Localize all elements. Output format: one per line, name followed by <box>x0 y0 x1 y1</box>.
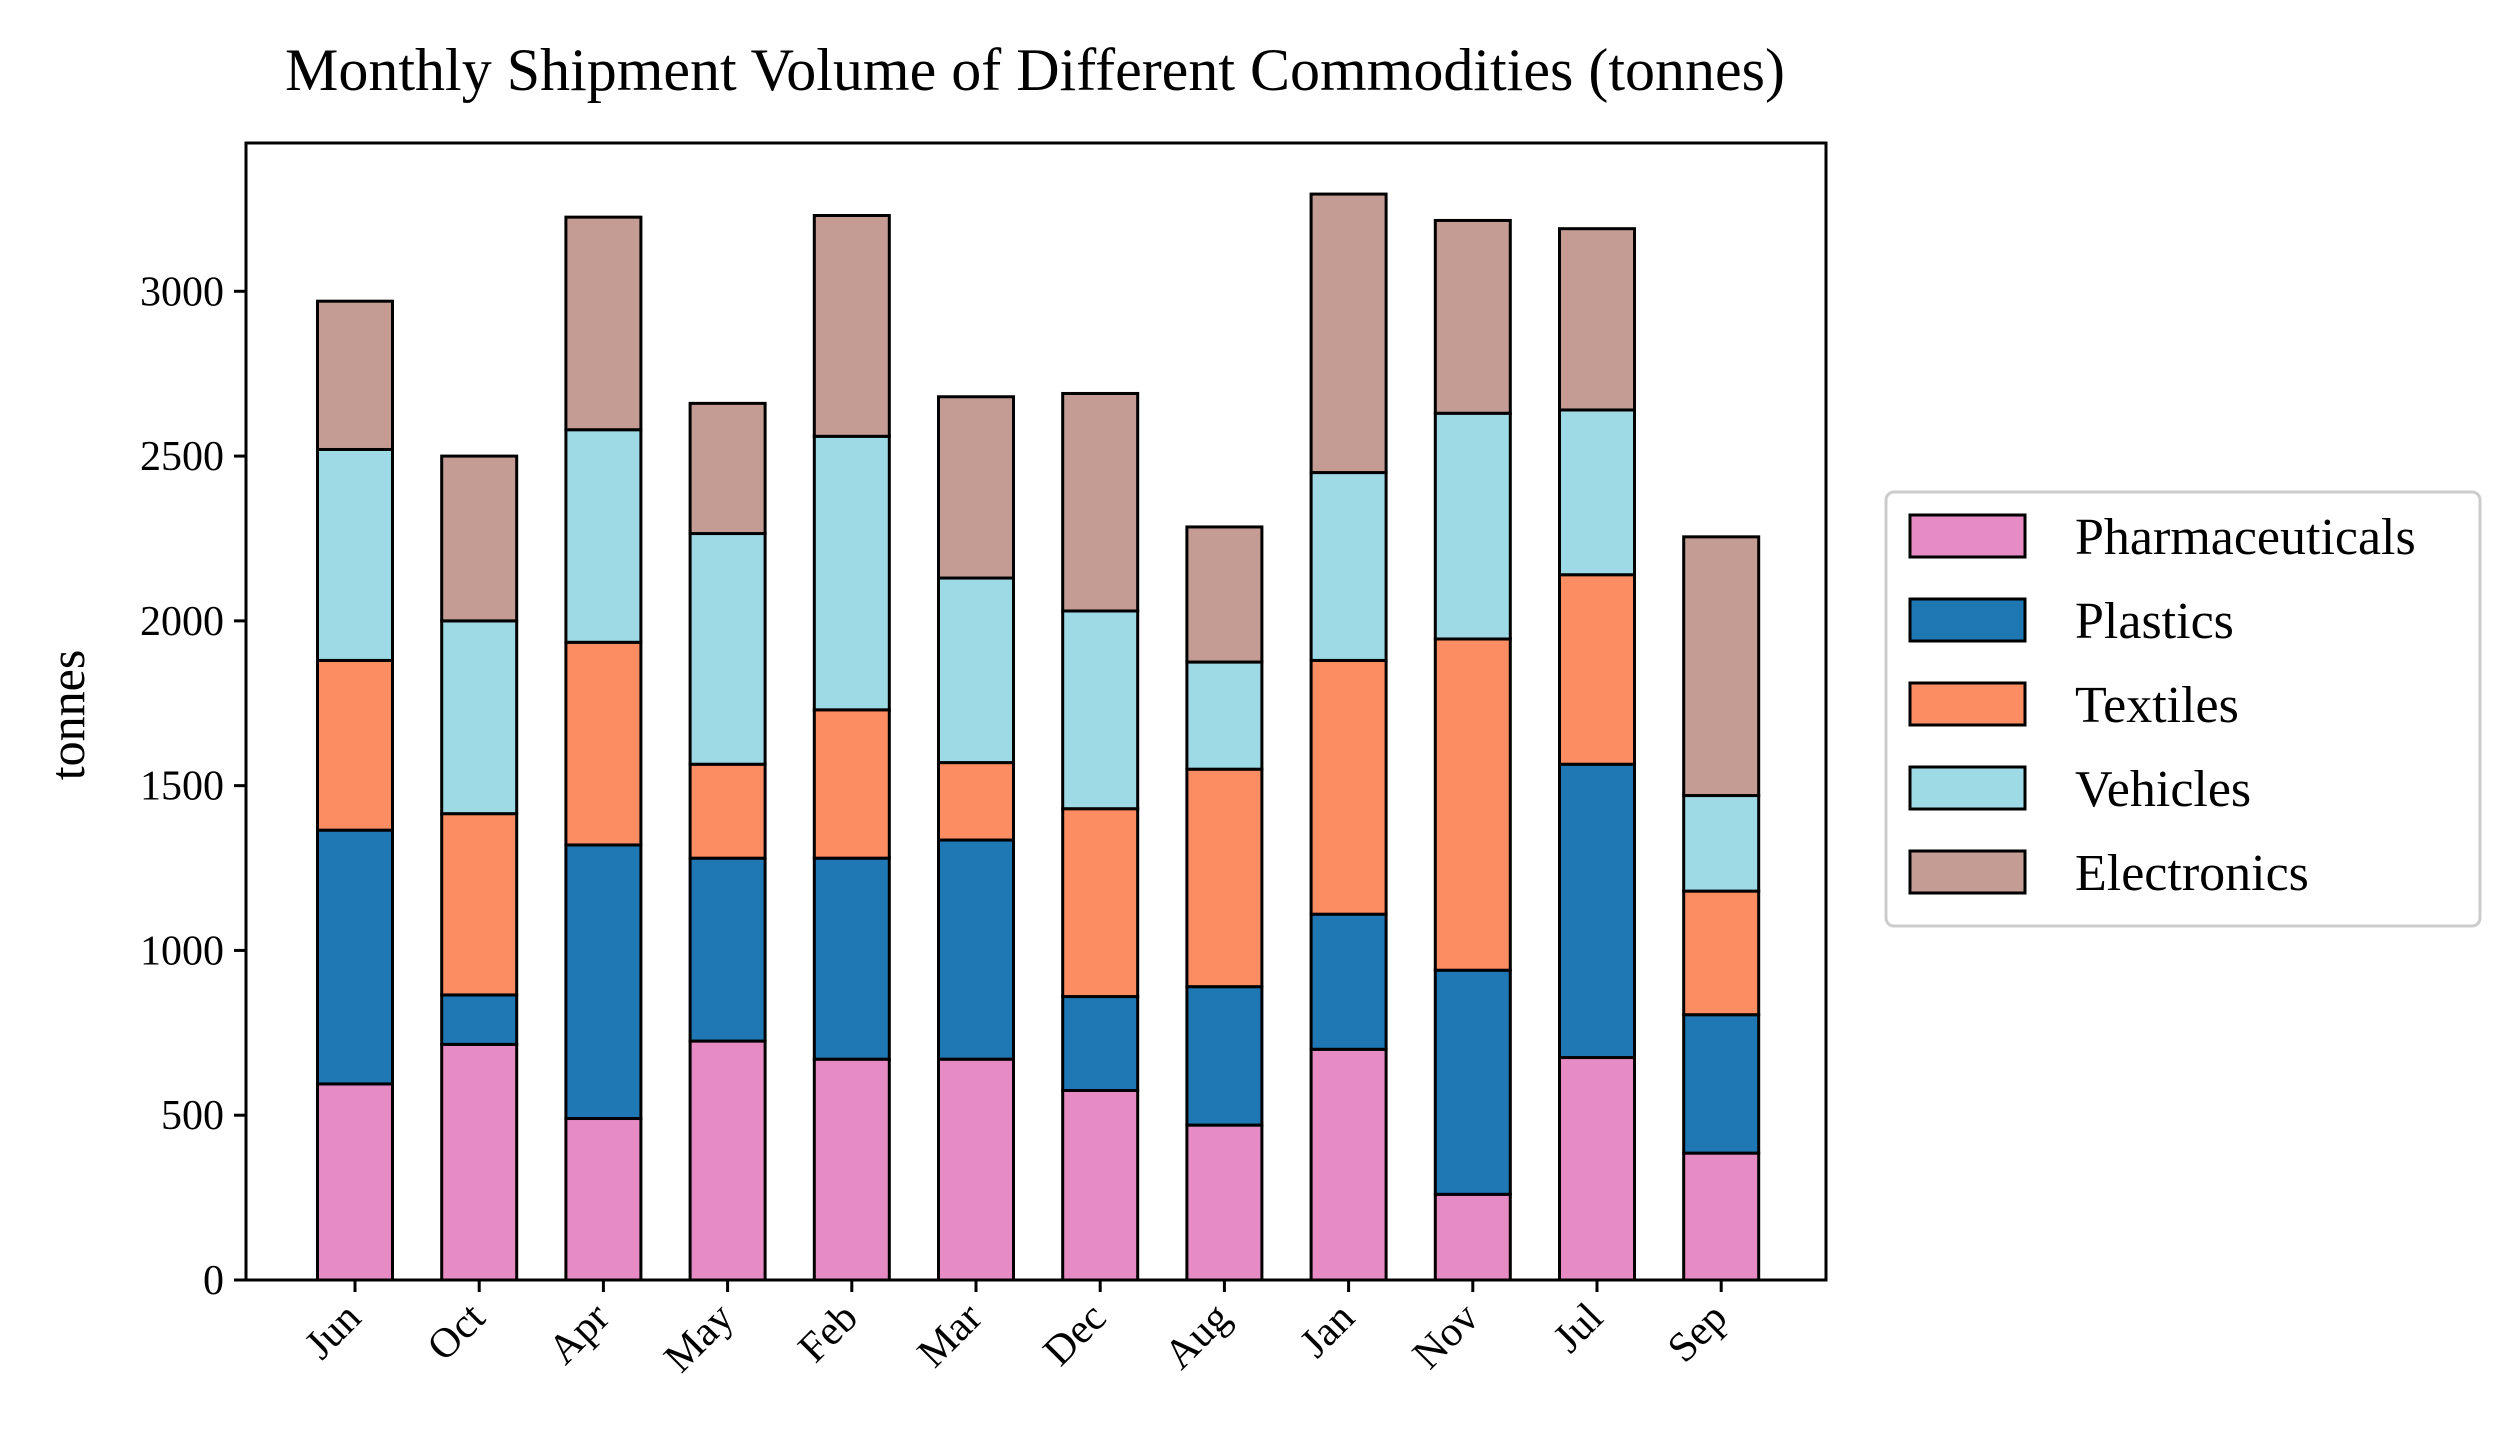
y-tick-label: 1000 <box>140 928 224 974</box>
bar-oct-textiles <box>440 812 519 997</box>
y-tick-label: 2500 <box>140 434 224 480</box>
bar-may-electronics <box>688 401 767 536</box>
bar-oct-vehicles <box>440 619 519 816</box>
bar-apr-electronics <box>564 215 643 432</box>
bar-sep-pharmaceuticals <box>1682 1151 1761 1282</box>
bar-aug-plastics <box>1185 985 1264 1127</box>
bar-dec-vehicles <box>1061 609 1140 811</box>
bar-oct-pharmaceuticals <box>440 1042 519 1282</box>
legend-swatch-electronics <box>1908 849 2027 895</box>
bar-dec-pharmaceuticals <box>1061 1089 1140 1282</box>
bar-jan-vehicles <box>1309 471 1388 662</box>
bar-apr-pharmaceuticals <box>564 1117 643 1282</box>
bar-jul-textiles <box>1558 573 1636 766</box>
bar-jan-pharmaceuticals <box>1309 1047 1388 1282</box>
x-tick-label-sep: Sep <box>1659 1295 1736 1372</box>
legend-swatch-textiles <box>1908 681 2027 727</box>
bars-layer <box>316 192 1761 1282</box>
bar-aug-electronics <box>1185 525 1264 664</box>
bar-nov-plastics <box>1433 968 1512 1196</box>
bar-mar-vehicles <box>937 576 1015 765</box>
bar-feb-textiles <box>812 708 891 860</box>
x-tick-label-oct: Oct <box>419 1294 495 1370</box>
legend-label-vehicles: Vehicles <box>2075 761 2251 818</box>
legend-swatch-pharmaceuticals <box>1908 513 2027 559</box>
bar-may-vehicles <box>688 532 767 766</box>
y-tick-label: 0 <box>203 1258 224 1304</box>
bar-jul-pharmaceuticals <box>1558 1056 1636 1282</box>
bar-jun-textiles <box>316 658 394 832</box>
x-tick-label-feb: Feb <box>790 1295 867 1372</box>
bar-nov-textiles <box>1433 637 1512 972</box>
bar-apr-textiles <box>564 640 643 847</box>
y-tick-label: 1500 <box>140 764 224 810</box>
x-tick-label-jun: Jun <box>296 1295 370 1369</box>
bar-may-plastics <box>688 856 767 1043</box>
bar-nov-vehicles <box>1433 411 1512 641</box>
bar-nov-pharmaceuticals <box>1433 1192 1512 1282</box>
bar-feb-plastics <box>812 856 891 1061</box>
bar-may-pharmaceuticals <box>688 1039 767 1282</box>
bar-dec-textiles <box>1061 807 1140 999</box>
bar-may-textiles <box>688 762 767 860</box>
bar-jan-textiles <box>1309 658 1388 916</box>
x-tick-label-aug: Aug <box>1156 1295 1240 1379</box>
bar-dec-plastics <box>1061 995 1140 1093</box>
bar-aug-vehicles <box>1185 660 1264 771</box>
y-axis: 0 500 1000 1500 2000 2500 3000 <box>140 269 246 1304</box>
bar-jul-vehicles <box>1558 408 1636 577</box>
y-tick-label: 500 <box>161 1093 224 1139</box>
legend-label-electronics: Electronics <box>2075 845 2309 902</box>
y-tick-label: 2000 <box>140 599 224 645</box>
bar-sep-vehicles <box>1682 794 1761 893</box>
legend-label-textiles: Textiles <box>2075 677 2239 734</box>
bar-jun-plastics <box>316 828 394 1086</box>
bar-mar-plastics <box>937 838 1015 1061</box>
bar-feb-pharmaceuticals <box>812 1057 891 1282</box>
bar-jan-electronics <box>1309 192 1388 475</box>
legend-frame <box>1884 490 2482 928</box>
x-tick-label-mar: Mar <box>909 1295 991 1377</box>
bar-sep-textiles <box>1682 889 1761 1017</box>
x-tick-label-jan: Jan <box>1292 1295 1364 1367</box>
bar-sep-plastics <box>1682 1013 1761 1155</box>
bar-aug-pharmaceuticals <box>1185 1123 1264 1282</box>
y-axis-label: tonnes <box>39 650 95 781</box>
bar-apr-vehicles <box>564 428 643 644</box>
bar-jun-electronics <box>316 299 394 451</box>
bar-feb-electronics <box>812 214 891 438</box>
bar-oct-electronics <box>440 454 519 623</box>
bar-jul-electronics <box>1558 227 1636 412</box>
x-tick-label-may: May <box>656 1295 743 1382</box>
x-tick-label-dec: Dec <box>1035 1295 1115 1375</box>
bar-mar-textiles <box>937 761 1015 842</box>
legend-label-pharmaceuticals: Pharmaceuticals <box>2075 509 2416 566</box>
x-axis: Jun Oct Apr May Feb Mar Dec Aug Jan Nov Jul Sep <box>296 1280 1736 1382</box>
chart-title: Monthly Shipment Volume of Different Com… <box>285 37 1785 103</box>
bar-mar-electronics <box>937 395 1015 580</box>
bar-jan-plastics <box>1309 912 1388 1051</box>
legend: Pharmaceuticals Plastics Textiles Vehicles E… <box>1884 490 2482 928</box>
legend-swatch-vehicles <box>1908 765 2027 811</box>
bar-feb-vehicles <box>812 434 891 712</box>
bar-jul-plastics <box>1558 762 1636 1060</box>
bar-oct-plastics <box>440 993 519 1046</box>
x-tick-label-nov: Nov <box>1404 1295 1488 1379</box>
bar-apr-plastics <box>564 843 643 1121</box>
legend-swatch-plastics <box>1908 597 2027 643</box>
legend-label-plastics: Plastics <box>2075 593 2234 650</box>
bar-jun-vehicles <box>316 448 394 662</box>
bar-jun-pharmaceuticals <box>316 1082 394 1282</box>
bar-mar-pharmaceuticals <box>937 1057 1015 1282</box>
y-tick-label: 3000 <box>140 269 224 315</box>
x-tick-label-apr: Apr <box>540 1295 619 1374</box>
bar-dec-electronics <box>1061 391 1140 613</box>
x-tick-label-jul: Jul <box>1545 1295 1612 1362</box>
bar-aug-textiles <box>1185 767 1264 989</box>
bar-sep-electronics <box>1682 535 1761 798</box>
plot-area-frame <box>244 141 1828 1282</box>
bar-nov-electronics <box>1433 218 1512 415</box>
